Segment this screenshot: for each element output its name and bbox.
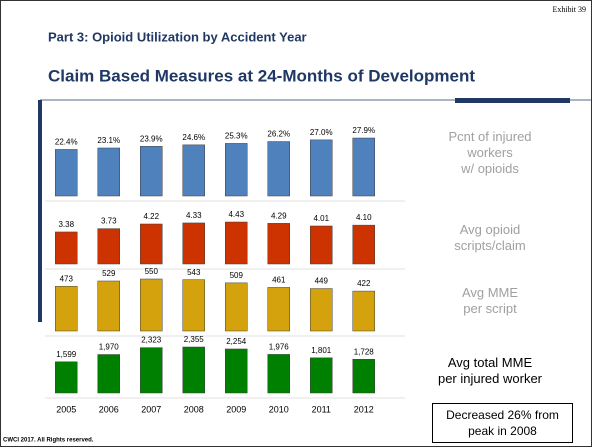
exhibit: Exhibit 39 bbox=[552, 5, 586, 14]
value-label: 543 bbox=[187, 268, 201, 277]
value-label: 22.4% bbox=[55, 138, 78, 147]
bar bbox=[310, 139, 333, 197]
footer: CWCI 2017. All Rights reserved. bbox=[3, 438, 94, 444]
x-tick-label: 2006 bbox=[99, 404, 119, 414]
value-label: 24.6% bbox=[182, 133, 205, 142]
bar bbox=[267, 223, 290, 265]
bar bbox=[225, 143, 248, 197]
bar bbox=[225, 282, 248, 332]
bar bbox=[267, 354, 290, 394]
value-label: 4.01 bbox=[313, 214, 329, 223]
bar bbox=[182, 346, 205, 394]
chart-label: Avg opioid scripts/claim bbox=[454, 222, 526, 253]
bar bbox=[310, 225, 333, 265]
bar bbox=[140, 347, 163, 394]
bar bbox=[97, 228, 120, 265]
bar bbox=[310, 288, 333, 332]
bar bbox=[225, 348, 248, 394]
bar bbox=[310, 357, 333, 394]
chart-label: Avg total MME per injured worker bbox=[437, 355, 543, 386]
bar bbox=[97, 354, 120, 394]
value-label: 2,254 bbox=[226, 337, 247, 346]
bar bbox=[55, 149, 78, 197]
value-label: 1,976 bbox=[269, 343, 290, 352]
bar bbox=[267, 141, 290, 197]
bar bbox=[97, 280, 120, 332]
bar bbox=[225, 221, 248, 265]
value-label: 4.22 bbox=[143, 212, 159, 221]
value-label: 27.9% bbox=[352, 126, 375, 135]
value-label: 4.29 bbox=[271, 211, 287, 220]
value-label: 422 bbox=[357, 279, 371, 288]
bar bbox=[182, 279, 205, 332]
bar bbox=[55, 286, 78, 332]
x-tick-label: 2011 bbox=[312, 404, 331, 414]
chart-label: Pcnt of injured workers w/ opioids bbox=[448, 129, 532, 176]
value-label: 529 bbox=[102, 269, 116, 278]
bar bbox=[140, 278, 163, 332]
x-tick-label: 2010 bbox=[269, 404, 289, 414]
bar bbox=[55, 361, 78, 394]
value-label: 23.1% bbox=[97, 136, 120, 145]
value-label: 1,801 bbox=[311, 346, 332, 355]
bar bbox=[352, 224, 375, 265]
slide-title: Claim Based Measures at 24-Months of Dev… bbox=[48, 66, 475, 85]
bar bbox=[352, 137, 375, 197]
bar bbox=[352, 290, 375, 332]
side-bar bbox=[38, 100, 42, 322]
x-tick-label: 2008 bbox=[184, 404, 204, 414]
value-label: 4.43 bbox=[228, 210, 244, 219]
part-title: Part 3: Opioid Utilization by Accident Y… bbox=[48, 29, 307, 44]
value-label: 2,355 bbox=[184, 335, 205, 344]
bar bbox=[182, 222, 205, 265]
value-label: 2,323 bbox=[141, 336, 162, 345]
value-label: 27.0% bbox=[310, 128, 333, 137]
value-label: 4.33 bbox=[186, 211, 202, 220]
bar bbox=[140, 223, 163, 265]
accent-bar bbox=[455, 98, 570, 103]
chart-label: Avg MME per script bbox=[461, 285, 519, 316]
value-label: 461 bbox=[272, 276, 286, 285]
value-label: 3.38 bbox=[58, 220, 74, 229]
bar bbox=[55, 231, 78, 265]
value-label: 26.2% bbox=[267, 130, 290, 139]
value-label: 23.9% bbox=[140, 134, 163, 143]
value-label: 1,970 bbox=[99, 343, 120, 352]
value-label: 449 bbox=[315, 277, 329, 286]
value-label: 473 bbox=[60, 274, 74, 283]
value-label: 1,728 bbox=[354, 347, 375, 356]
value-label: 509 bbox=[230, 271, 244, 280]
x-tick-label: 2009 bbox=[226, 404, 246, 414]
x-tick-label: 2012 bbox=[354, 404, 374, 414]
value-label: 550 bbox=[145, 267, 159, 276]
value-label: 4.10 bbox=[356, 213, 372, 222]
bar bbox=[140, 146, 163, 197]
value-label: 25.3% bbox=[225, 132, 248, 141]
bar bbox=[352, 358, 375, 394]
bar bbox=[267, 287, 290, 332]
bar bbox=[182, 144, 205, 197]
value-label: 1,599 bbox=[56, 350, 77, 359]
bar bbox=[97, 147, 120, 197]
callout: Decreased 26% from peak in 2008 bbox=[432, 403, 573, 443]
x-tick-label: 2007 bbox=[141, 404, 161, 414]
value-label: 3.73 bbox=[101, 217, 117, 226]
x-tick-label: 2005 bbox=[56, 404, 76, 414]
